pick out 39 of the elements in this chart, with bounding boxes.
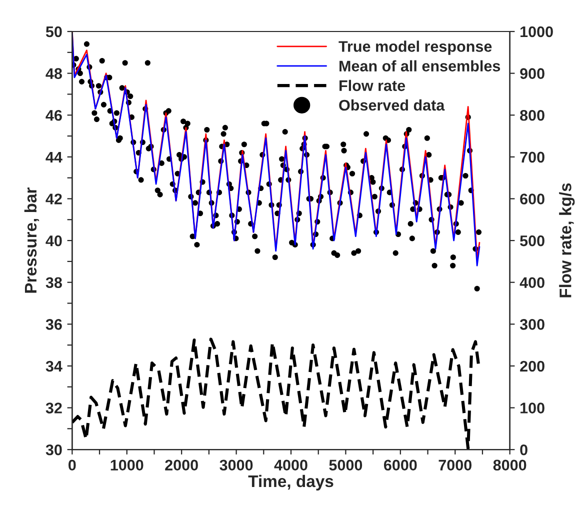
y2-tick-label: 400: [520, 277, 544, 288]
x-tick-label: 5000: [329, 460, 362, 471]
y2-axis-title: Flow rate, kg/s: [559, 183, 575, 298]
y-axis-title: Pressure, bar: [24, 188, 40, 293]
y2-tick-label: 600: [520, 194, 544, 204]
y-tick-label: 38: [46, 277, 62, 288]
y-tick-label: 32: [46, 402, 62, 414]
line-series: [72, 338, 480, 450]
y-tick-label: 50: [46, 26, 62, 38]
x-tick-label: 4000: [274, 460, 308, 471]
x-tick-label: 1000: [110, 460, 144, 471]
y2-tick-label: 0: [520, 444, 528, 456]
y2-tick-label: 900: [520, 68, 544, 79]
y-tick-label: 44: [46, 152, 62, 162]
y2-tick-label: 200: [520, 360, 544, 372]
x-tick-label: 8000: [493, 460, 526, 471]
y-tick-label: 30: [46, 444, 62, 456]
x-axis-title: Time, days: [248, 474, 334, 490]
x-tick-label: 6000: [384, 460, 417, 471]
legend-label: Flow rate: [340, 80, 406, 92]
legend-label: Observed data: [339, 99, 445, 111]
x-tick-label: 3000: [220, 460, 253, 471]
legend-label: True model response: [338, 40, 492, 55]
x-tick-label: 7000: [438, 460, 472, 471]
x-tick-label: 0: [68, 460, 76, 471]
y2-tick-label: 800: [520, 110, 544, 121]
y-tick-label: 46: [46, 110, 62, 121]
y2-tick-label: 300: [520, 319, 544, 330]
y2-tick-label: 700: [520, 152, 544, 163]
y-tick-label: 36: [46, 319, 62, 330]
y2-tick-label: 1000: [520, 26, 553, 38]
y-tick-label: 40: [46, 235, 62, 246]
y-tick-label: 42: [46, 194, 62, 204]
legend-label: Mean of all ensembles: [340, 60, 500, 72]
y2-tick-label: 100: [520, 402, 544, 414]
y-tick-label: 48: [46, 68, 62, 79]
y2-tick-label: 500: [520, 235, 544, 246]
y-tick-label: 34: [46, 360, 62, 372]
x-tick-label: 2000: [165, 460, 198, 471]
